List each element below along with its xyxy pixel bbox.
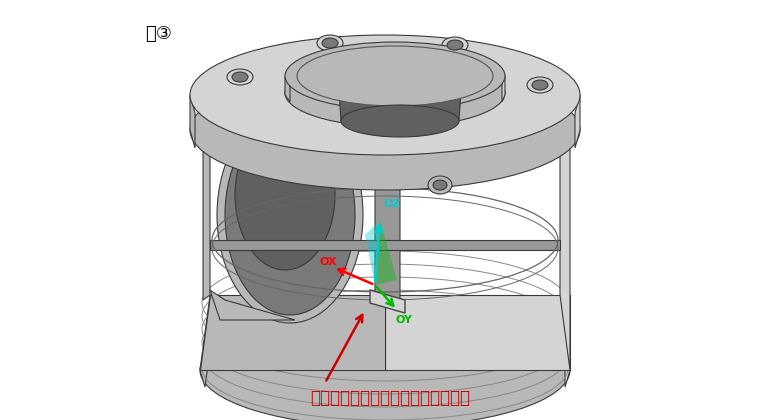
Polygon shape [285,76,290,102]
Polygon shape [375,220,397,285]
Ellipse shape [225,115,355,315]
Ellipse shape [227,69,253,85]
Ellipse shape [232,72,248,82]
Text: OZ: OZ [383,199,400,209]
Polygon shape [200,295,385,370]
Ellipse shape [190,35,580,155]
Polygon shape [210,290,295,320]
Polygon shape [385,295,570,370]
Ellipse shape [235,120,335,270]
Polygon shape [565,295,570,387]
Polygon shape [200,295,215,387]
Polygon shape [338,76,462,121]
Polygon shape [365,220,380,285]
Text: 図③: 図③ [145,25,172,43]
Ellipse shape [322,38,338,48]
Ellipse shape [210,76,560,184]
Polygon shape [575,95,580,148]
Polygon shape [375,130,400,303]
Ellipse shape [200,313,570,420]
Polygon shape [370,290,405,313]
Ellipse shape [285,42,505,110]
Polygon shape [203,130,210,300]
Ellipse shape [442,37,468,53]
Ellipse shape [297,46,493,106]
Text: OX: OX [320,257,337,267]
Ellipse shape [433,180,447,190]
Ellipse shape [285,59,505,127]
Ellipse shape [341,105,459,137]
Ellipse shape [338,57,462,95]
Text: OY: OY [395,315,412,325]
Polygon shape [210,240,560,250]
Polygon shape [560,130,570,370]
Ellipse shape [428,176,452,194]
Polygon shape [502,76,505,102]
Ellipse shape [532,80,548,90]
Ellipse shape [447,40,463,50]
Text: 座面を設ける事によって締結面確保: 座面を設ける事によって締結面確保 [310,389,470,407]
Polygon shape [210,110,230,145]
Ellipse shape [527,77,553,93]
Ellipse shape [190,70,580,190]
Ellipse shape [317,35,343,51]
Ellipse shape [217,107,363,323]
Polygon shape [190,95,195,148]
